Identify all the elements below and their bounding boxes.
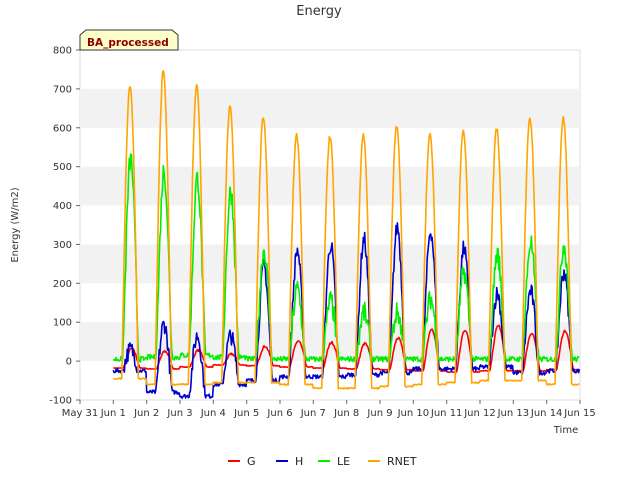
x-tick-label: Jun 7 [300, 408, 326, 419]
y-tick-label: -100 [49, 396, 72, 407]
x-tick-label: Jun 6 [266, 408, 292, 419]
y-tick-label: 200 [53, 279, 72, 290]
x-tick-label: Jun 1 [100, 408, 126, 419]
chart-title: Energy [296, 4, 342, 19]
x-tick-label: Jun 8 [333, 408, 359, 419]
y-axis-title: Energy (W/m2) [10, 187, 21, 262]
y-tick-label: 700 [53, 84, 72, 95]
x-tick-label: Jun 14 [530, 408, 563, 419]
grid-band [80, 244, 580, 284]
y-axis: -100 0 100 200 300 400 500 600 700 800 [49, 46, 80, 407]
y-tick-label: 100 [53, 318, 72, 329]
plot-background [79, 49, 581, 401]
x-tick-label: Jun 9 [366, 408, 392, 419]
series-line-rnet [112, 70, 580, 390]
y-tick-label: 500 [53, 162, 72, 173]
badge-box [79, 29, 179, 51]
x-axis: May 31 Jun 1 Jun 2 Jun 3 Jun 4 Jun 5 Jun 6 Jun … [62, 400, 596, 419]
x-tick-label: Jun 4 [200, 408, 226, 419]
badge-label: BA_processed [87, 37, 169, 49]
series-line-le [112, 153, 580, 363]
x-tick-label: Jun 12 [463, 408, 496, 419]
grid-band [80, 166, 580, 206]
series-lines [112, 70, 581, 399]
legend-label-le: LE [337, 455, 350, 468]
series-line-h [112, 222, 581, 399]
x-tick-label: Jun 3 [166, 408, 192, 419]
y-tick-label: 600 [53, 123, 72, 134]
y-tick-label: 0 [66, 357, 72, 368]
x-tick-label: Jun 15 [563, 408, 596, 419]
grid-band [80, 88, 580, 128]
series-line-g [112, 324, 580, 373]
y-tick-label: 400 [53, 201, 72, 212]
x-tick-label: May 31 [62, 408, 99, 419]
x-tick-label: Jun 5 [233, 408, 259, 419]
x-tick-label: Jun 11 [430, 408, 463, 419]
legend-label-rnet: RNET [387, 455, 417, 468]
y-tick-label: 300 [53, 240, 72, 251]
x-axis-title: Time [553, 425, 578, 436]
processing-badge: BA_processed [79, 29, 179, 51]
x-tick-label: Jun 10 [397, 408, 430, 419]
y-tick-label: 800 [53, 46, 72, 57]
legend-label-h: H [295, 455, 303, 468]
legend: G H LE RNET [228, 455, 417, 468]
x-tick-label: Jun 13 [497, 408, 530, 419]
x-tick-label: Jun 2 [133, 408, 159, 419]
legend-label-g: G [247, 455, 256, 468]
